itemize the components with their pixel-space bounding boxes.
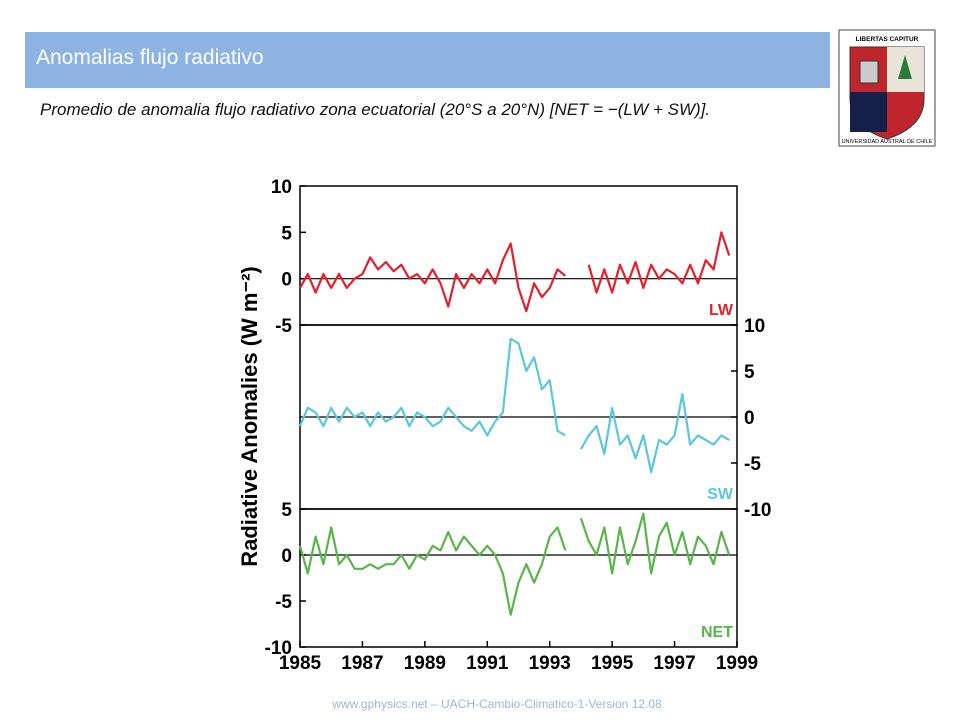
x-tick-label: 1985 <box>279 653 322 674</box>
slide-title: Anomalias flujo radiativo <box>36 46 264 69</box>
y-tick-label: 10 <box>744 316 765 337</box>
logo: LIBERTAS CAPITUR UNIVERSIDAD AUSTRAL DE … <box>838 29 936 147</box>
logo-name: UNIVERSIDAD AUSTRAL DE CHILE <box>842 139 933 145</box>
y-axis-label: Radiative Anomalies (W m⁻²) <box>237 266 262 567</box>
x-tick-label: 1993 <box>529 653 571 674</box>
x-tick-label: 1999 <box>716 653 758 674</box>
series-label: LW <box>709 302 734 319</box>
y-tick-label: 5 <box>281 500 292 521</box>
logo-tree <box>898 55 912 79</box>
x-tick-label: 1995 <box>591 653 634 674</box>
logo-motto: LIBERTAS CAPITUR <box>856 36 919 43</box>
panel-frame <box>299 324 738 510</box>
logo-quarter <box>850 92 887 132</box>
footer: www.gphysics.net – UACH-Cambio-Climatico… <box>332 697 662 711</box>
y-tick-label: 0 <box>281 546 292 567</box>
x-tick-label: 1989 <box>404 653 446 674</box>
y-tick-label: 0 <box>281 270 292 291</box>
title-bar <box>25 32 830 88</box>
x-tick-label: 1991 <box>466 653 509 674</box>
series-line <box>298 512 731 616</box>
series-line <box>298 337 730 474</box>
series-line <box>299 231 731 313</box>
y-tick-label: -10 <box>265 638 292 659</box>
x-tick-label: 1997 <box>653 653 695 674</box>
panel-frame <box>299 185 738 326</box>
y-tick-label: -10 <box>744 500 771 521</box>
y-tick-label: 10 <box>271 177 292 198</box>
series-label: SW <box>707 486 734 503</box>
y-tick-label: 5 <box>281 223 292 244</box>
series-label: NET <box>701 624 733 641</box>
y-tick-label: -5 <box>275 316 292 337</box>
y-tick-label: -5 <box>275 592 292 613</box>
panel-frame <box>299 508 738 648</box>
y-tick-label: 0 <box>744 408 755 429</box>
x-tick-label: 1987 <box>341 653 383 674</box>
y-tick-label: 5 <box>744 362 755 383</box>
y-tick-label: -5 <box>744 454 761 475</box>
slide-subtitle: Promedio de anomalia flujo radiativo zon… <box>40 100 711 119</box>
logo-tower <box>859 60 879 84</box>
